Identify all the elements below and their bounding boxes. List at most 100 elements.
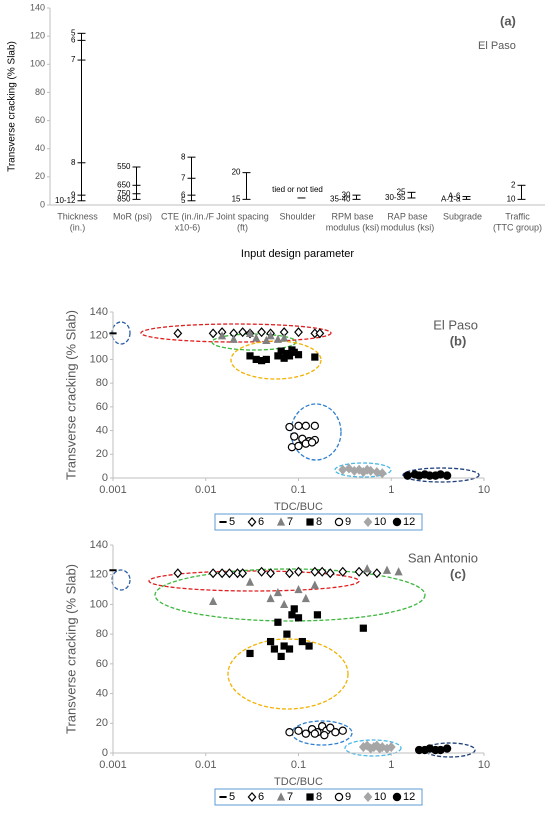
- marker: [301, 729, 311, 738]
- y-tick-label: 120: [90, 330, 108, 342]
- marker: [262, 355, 270, 364]
- marker: [306, 518, 314, 526]
- y-tick-label: 40: [96, 687, 108, 699]
- y-tick-label: 60: [96, 658, 108, 670]
- marker: [338, 726, 347, 735]
- marker: [257, 566, 266, 577]
- marker: [280, 642, 288, 650]
- level-label: 550: [117, 162, 131, 171]
- legend-box: [214, 513, 423, 531]
- marker: [294, 327, 303, 338]
- level-label: 2: [511, 180, 516, 189]
- marker: [238, 327, 248, 338]
- y-tick-label: 60: [96, 401, 108, 413]
- marker: [266, 637, 275, 646]
- level-label: 5: [71, 28, 76, 37]
- level-label: A-6: [448, 192, 461, 201]
- marker: [245, 577, 255, 586]
- marker: [285, 352, 294, 360]
- y-tick-label: 100: [90, 598, 108, 610]
- level-label: 6: [71, 35, 76, 44]
- legend-label: 7: [287, 516, 293, 528]
- y-tick-label: 20: [35, 171, 45, 181]
- marker: [208, 596, 218, 606]
- level-label: 5: [181, 196, 186, 205]
- marker: [238, 568, 248, 579]
- marker: [294, 566, 303, 577]
- legend-label: 8: [316, 791, 322, 803]
- x-axis-label: Input design parameter: [241, 248, 354, 260]
- level-label: 750: [117, 189, 131, 198]
- y-tick-label: 0: [102, 472, 108, 484]
- level-label: 7: [181, 173, 186, 182]
- marker: [306, 793, 314, 801]
- marker: [245, 328, 255, 337]
- ellipse: [227, 638, 349, 710]
- x-tick-label: Thickness: [57, 211, 98, 221]
- marker: [273, 334, 283, 343]
- marker: [270, 645, 279, 653]
- y-axis-label: Transverse cracking (% Slab): [7, 41, 18, 172]
- y-tick-label: 0: [40, 199, 45, 209]
- marker: [247, 791, 257, 803]
- marker: [277, 347, 285, 355]
- x-tick-label: Subgrade: [443, 211, 482, 221]
- marker: [344, 463, 354, 474]
- marker: [252, 355, 260, 364]
- marker: [225, 568, 234, 579]
- marker: [315, 328, 325, 339]
- marker: [280, 599, 289, 609]
- marker: [320, 730, 329, 740]
- marker: [338, 566, 348, 577]
- x-axis-label: TDC/BUC: [274, 501, 323, 513]
- marker: [310, 566, 320, 577]
- marker: [208, 568, 218, 579]
- marker: [310, 421, 320, 431]
- y-tick-label: 20: [96, 717, 108, 729]
- marker: [294, 421, 303, 431]
- marker: [382, 565, 392, 574]
- marker: [262, 335, 271, 345]
- legend: 5 6 7 8 9 10 12: [214, 788, 423, 806]
- x-tick-label: 0.01: [195, 484, 216, 496]
- y-tick-label: 140: [90, 539, 108, 551]
- marker: [252, 333, 261, 342]
- x-axis-label: TDC/BUC: [274, 776, 323, 788]
- marker: [294, 584, 303, 594]
- marker: [229, 334, 238, 343]
- marker: [285, 568, 294, 579]
- x-tick-label: Traffic: [505, 211, 530, 221]
- level-label: 10: [507, 194, 516, 203]
- x-tick-label: (in.): [70, 222, 86, 232]
- ellipse: [334, 462, 392, 478]
- marker: [283, 630, 291, 638]
- x-tick-label: 0.1: [291, 484, 306, 496]
- marker: [338, 464, 348, 475]
- marker: [285, 728, 294, 737]
- marker: [294, 614, 303, 622]
- marker: [310, 580, 319, 589]
- location: San Antonio: [408, 550, 478, 565]
- marker: [305, 642, 313, 650]
- x-tick-label: CTE (in./in./F: [161, 211, 215, 221]
- level-label: 10-12: [55, 196, 76, 205]
- marker: [442, 471, 452, 480]
- location: El Paso: [433, 317, 478, 332]
- y-tick-label: 60: [35, 115, 45, 125]
- x-tick-label: 10: [478, 484, 490, 496]
- marker: [266, 331, 275, 340]
- marker: [394, 567, 403, 576]
- level-label: 8: [181, 152, 186, 161]
- x-tick-label: modulus (ksi): [381, 222, 435, 232]
- y-tick-label: 140: [90, 306, 108, 318]
- level-label: 25: [397, 187, 406, 196]
- marker: [246, 352, 254, 360]
- level-label: 30: [342, 190, 351, 199]
- marker: [310, 729, 320, 738]
- y-tick-label: 100: [90, 353, 108, 365]
- legend-label: 10: [374, 516, 386, 528]
- y-tick-label: 80: [96, 377, 108, 389]
- legend-label: 7: [287, 791, 293, 803]
- marker: [266, 568, 275, 579]
- marker: [334, 517, 344, 527]
